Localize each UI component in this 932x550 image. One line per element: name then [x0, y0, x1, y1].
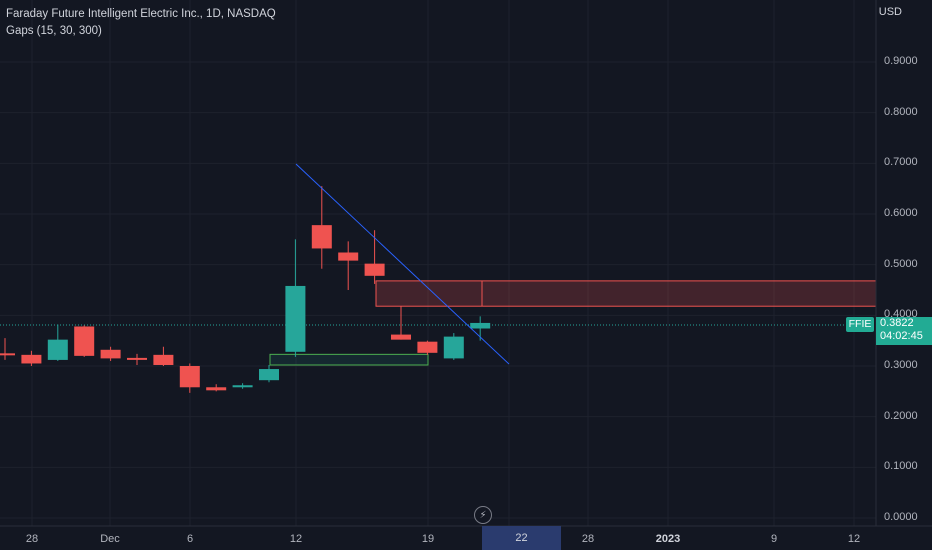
candle-body[interactable] — [179, 365, 200, 388]
candle-body[interactable] — [311, 225, 332, 249]
candle-body[interactable] — [47, 339, 68, 360]
candle-body[interactable] — [470, 322, 491, 329]
price-tick-label: 0.0000 — [884, 511, 918, 523]
symbol-badge: FFIE — [846, 317, 874, 332]
candle-body[interactable] — [285, 285, 306, 352]
gap-zone-down[interactable] — [375, 280, 877, 307]
gap-zone-up[interactable] — [269, 353, 429, 366]
candle-body[interactable] — [259, 369, 279, 381]
price-tick-label: 0.6000 — [884, 206, 918, 219]
time-tick-label: 9 — [770, 533, 778, 545]
symbol-title[interactable]: Faraday Future Intelligent Electric Inc.… — [6, 8, 276, 20]
candle-body[interactable] — [364, 263, 385, 276]
candle-body[interactable] — [153, 354, 174, 365]
candle-body[interactable] — [74, 326, 95, 356]
time-tick-label: 28 — [581, 533, 595, 545]
time-tick-label: 12 — [289, 533, 303, 545]
gap-zones — [269, 280, 877, 366]
currency-label[interactable]: USD — [878, 6, 902, 18]
candle-body[interactable] — [391, 334, 411, 340]
time-tick-label: 2023 — [655, 533, 681, 545]
candle-body[interactable] — [127, 357, 147, 360]
time-tick-label: 28 — [25, 533, 39, 545]
candle-body[interactable] — [0, 353, 15, 356]
last-price-value: 0.3822 — [880, 317, 914, 329]
grid-lines — [0, 0, 876, 526]
indicator-label[interactable]: Gaps (15, 30, 300) — [6, 25, 102, 37]
highlight-date-label: 22 — [515, 532, 528, 544]
candle-body[interactable] — [206, 387, 227, 391]
time-tick-label: 6 — [186, 533, 194, 545]
candle-body[interactable] — [21, 354, 42, 364]
price-tick-label: 0.5000 — [884, 257, 918, 270]
chart-legend: Faraday Future Intelligent Electric Inc.… — [6, 6, 276, 40]
replay-icon[interactable]: ⚡ — [474, 506, 492, 524]
candle-body[interactable] — [338, 252, 359, 261]
bar-countdown: 04:02:45 — [880, 330, 923, 342]
time-tick-label: 19 — [421, 533, 435, 545]
candle-body[interactable] — [232, 385, 253, 388]
price-tick-label: 0.1000 — [884, 460, 918, 473]
candle-body[interactable] — [100, 349, 121, 359]
time-tick-label: Dec — [100, 533, 120, 545]
price-tick-label: 0.8000 — [884, 105, 918, 118]
candle-body[interactable] — [443, 336, 464, 359]
price-tick-label: 0.2000 — [884, 409, 918, 422]
price-tick-label: 0.3000 — [884, 358, 918, 371]
time-tick-label: 12 — [847, 533, 861, 545]
price-tick-label: 0.7000 — [884, 156, 918, 169]
trendline[interactable] — [295, 163, 510, 365]
candles[interactable] — [0, 186, 491, 393]
time-highlight: 22 — [482, 526, 561, 550]
candle-body[interactable] — [417, 341, 438, 353]
last-price-badge: 0.3822 04:02:45 — [876, 317, 932, 345]
price-tick-label: 0.9000 — [884, 54, 918, 67]
